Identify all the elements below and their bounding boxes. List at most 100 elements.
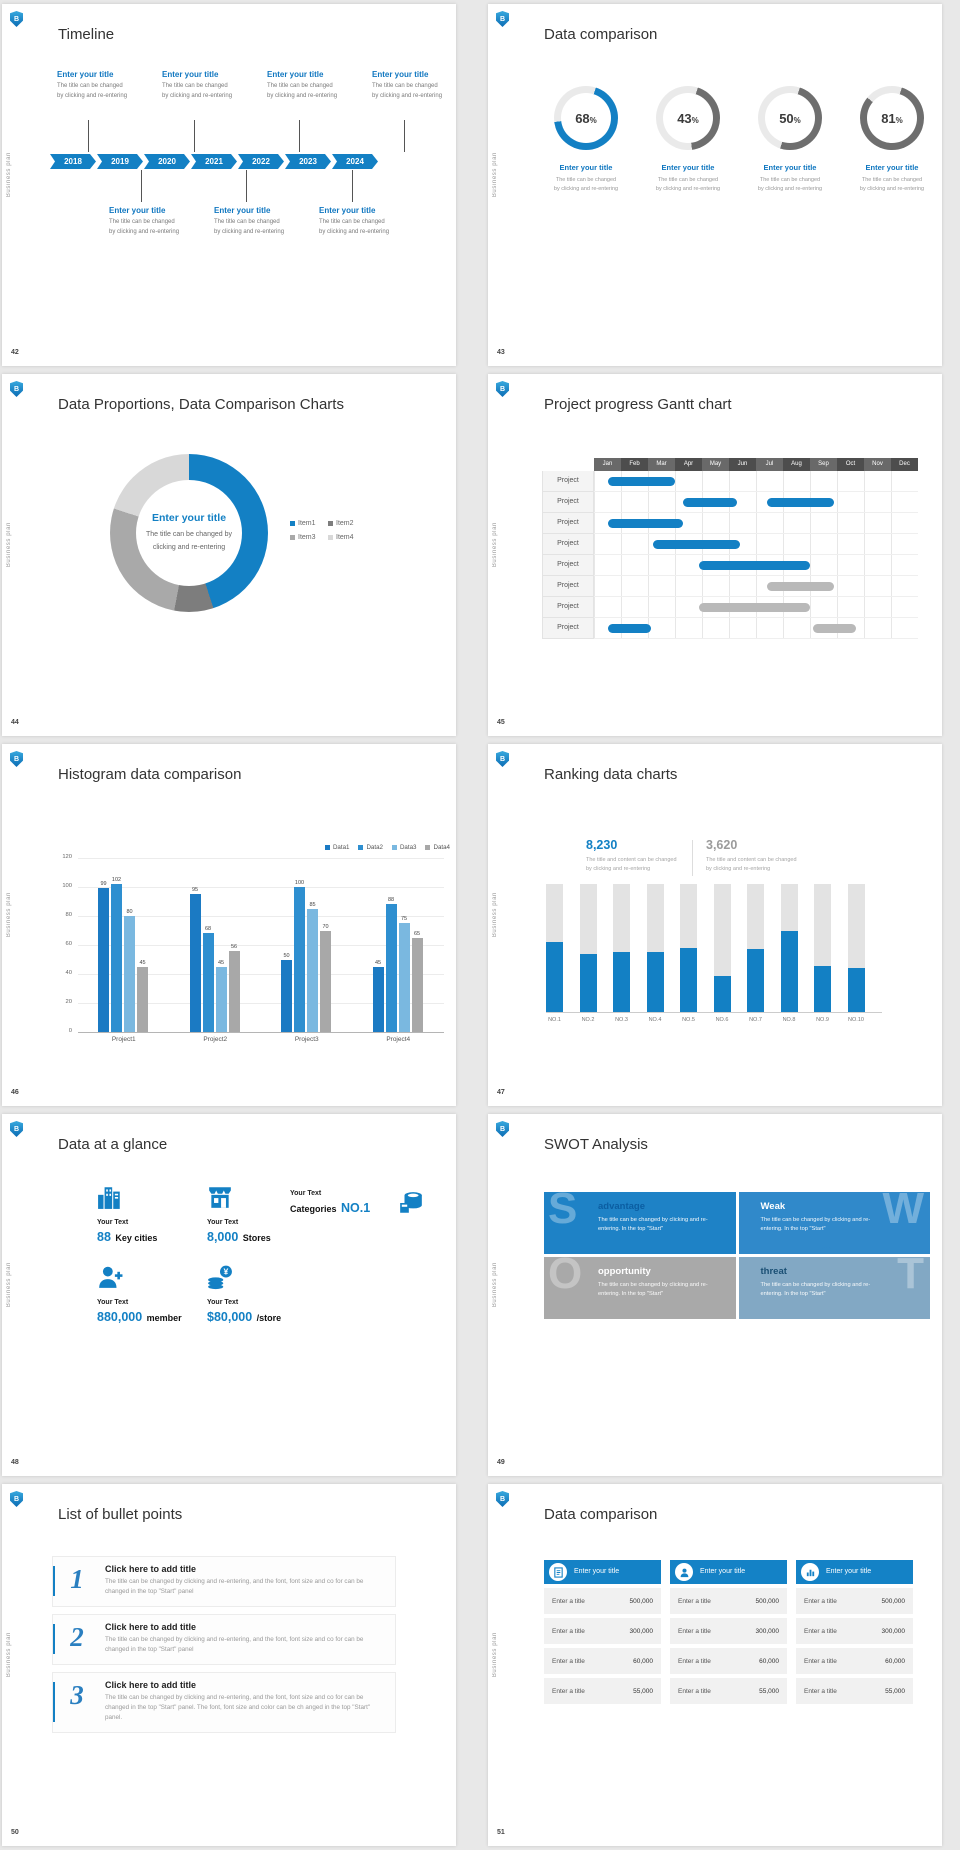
slide-title: Data comparison — [544, 1506, 658, 1523]
gantt-row: Project — [542, 492, 918, 513]
ranking-bar — [646, 951, 664, 1012]
timeline-item: Enter your title The title can be changed… — [57, 70, 149, 101]
stat-label: Your Text — [97, 1299, 129, 1306]
ring-value: 43 — [677, 110, 692, 126]
bar-value-label: 56 — [230, 943, 238, 950]
y-axis-tick-label: 100 — [62, 883, 72, 889]
gantt-month-cell: Feb — [621, 458, 648, 471]
y-axis-tick-label: 120 — [62, 854, 72, 860]
y-axis-tick-label: 0 — [68, 1028, 72, 1034]
comparison-row: Enter a title 55,000 — [796, 1678, 913, 1704]
stat-value: 3,620 — [706, 838, 738, 852]
bar — [411, 937, 423, 1032]
slide-number: 50 — [11, 1829, 19, 1836]
swot-desc: The title can be changed by clicking and… — [760, 1282, 871, 1298]
y-axis-tick-label: 40 — [65, 970, 72, 976]
ranking-bar — [747, 949, 764, 1012]
swot-letter: W — [882, 1192, 924, 1233]
timeline-item-title: Enter your title — [109, 206, 166, 215]
slide-title: SWOT Analysis — [544, 1136, 648, 1153]
timeline-connector-line — [246, 170, 247, 202]
gridline — [78, 887, 444, 888]
ranking-category-label: NO.9 — [816, 1017, 829, 1023]
legend-swatch — [358, 845, 364, 850]
slide-thumbnail-49[interactable]: B Business plan SWOT Analysis 49 S advan… — [488, 1114, 942, 1476]
ranking-bar — [847, 968, 865, 1012]
gantt-bar — [607, 477, 675, 486]
comparison-columns: Enter your title Enter a title 500,000 En… — [544, 1560, 913, 1704]
brand-shield-icon: B — [496, 1121, 509, 1137]
timeline-year-chevron: 2024 — [332, 154, 378, 169]
ring-unit: % — [589, 116, 597, 125]
donut-legend: Item1 Item2 Item3 Item4 — [290, 520, 366, 548]
gantt-row-label: Project — [542, 534, 594, 555]
comparison-row: Enter a title 300,000 — [670, 1618, 787, 1644]
timeline-year-chevron: 2023 — [285, 154, 331, 169]
ranking-bar — [713, 976, 731, 1012]
legend-label: Item4 — [336, 534, 354, 541]
slide-thumbnail-44[interactable]: B Business plan Data Proportions, Data C… — [2, 374, 456, 736]
brand-shield-icon: B — [10, 381, 23, 397]
timeline-item: Enter your title The title can be changed… — [267, 70, 359, 101]
comparison-column: Enter your title Enter a title 500,000 En… — [670, 1560, 787, 1704]
slide-thumbnail-43[interactable]: B Business plan Data comparison 43 68% E… — [488, 4, 942, 366]
y-axis-tick-label: 20 — [65, 999, 72, 1005]
store-icon — [209, 1187, 231, 1208]
sidebar-vertical-label: Business plan — [6, 522, 12, 568]
bullet-number: 2 — [53, 1623, 99, 1654]
slide-thumbnail-42[interactable]: B Business plan Timeline 42 2018 2019 2020… — [2, 4, 456, 366]
slide-thumbnail-45[interactable]: B Business plan Project progress Gantt c… — [488, 374, 942, 736]
y-axis-tick-label: 60 — [65, 941, 72, 947]
timeline-item-title: Enter your title — [319, 206, 376, 215]
sidebar-vertical-label: Business plan — [492, 1632, 498, 1678]
slide-title: Data comparison — [544, 26, 658, 43]
ranking-bar — [613, 951, 630, 1012]
slide-thumbnail-46[interactable]: B Business plan Histogram data compariso… — [2, 744, 456, 1106]
bar — [137, 966, 148, 1032]
brand-shield-icon: B — [496, 381, 509, 397]
slide-thumbnail-51[interactable]: B Business plan Data comparison 51 Enter… — [488, 1484, 942, 1846]
ranking-category-label: NO.2 — [581, 1017, 595, 1023]
progress-rings-row: 68% Enter your title The title can be ch… — [535, 86, 942, 195]
histogram-plot-area: 99 102 80 45 95 68 45 56 50 100 85 70 45 88 75 65 — [78, 858, 444, 1033]
bar-value-label: 75 — [400, 916, 408, 923]
categories-barrel-icon — [400, 1192, 422, 1213]
bullet-desc: The title can be changed by clicking and… — [105, 1635, 364, 1654]
gridline — [78, 916, 444, 917]
baseline — [546, 1012, 882, 1013]
bar-group: 50 100 85 70 — [261, 858, 353, 1032]
column-header-label: Enter your title — [700, 1568, 746, 1575]
comparison-row: Enter a title 500,000 — [544, 1588, 661, 1614]
ring-unit: % — [691, 116, 699, 125]
ring-value: 81 — [881, 110, 896, 126]
bar — [124, 916, 135, 1032]
slide-thumbnail-50[interactable]: B Business plan List of bullet points 50… — [2, 1484, 456, 1846]
gantt-chart: Jan Feb Mar Apr May Jun Jul Aug Sep Oct Nov Dec Proj… — [542, 458, 918, 639]
stat-unit: Categories — [290, 1204, 337, 1214]
swot-weakness-piece: W Weak The title can be changed by click… — [738, 1192, 930, 1254]
timeline-year-chevron: 2018 — [50, 154, 96, 169]
chart-legend: Data1 Data2 Data3 Data4 — [324, 844, 450, 851]
sidebar-vertical-label: Business plan — [492, 152, 498, 198]
gantt-month-cell: Oct — [837, 458, 864, 471]
bullet-item: 2 Click here to add title The title can … — [52, 1613, 396, 1665]
slide-number: 46 — [11, 1089, 19, 1096]
timeline-item-desc: The title can be changed by clicking and … — [162, 83, 233, 99]
gantt-month-cell: Mar — [648, 458, 675, 471]
ring-value: 68 — [575, 110, 590, 126]
slide-title: Data at a glance — [58, 1136, 168, 1153]
timeline-item-title: Enter your title — [57, 70, 114, 79]
slide-thumbnail-47[interactable]: B Business plan Ranking data charts 47 8… — [488, 744, 942, 1106]
legend-item: Data2 — [358, 844, 383, 851]
stat-unit: member — [146, 1313, 182, 1323]
timeline-item-desc: The title can be changed by clicking and … — [372, 83, 443, 99]
gantt-row-cells — [594, 597, 918, 618]
slide-thumbnail-48[interactable]: B Business plan Data at a glance 48 Your… — [2, 1114, 456, 1476]
comparison-row: Enter a title 55,000 — [670, 1678, 787, 1704]
bullet-title: Click here to add title — [105, 1679, 197, 1690]
legend-label: Item3 — [298, 534, 316, 541]
bar — [385, 904, 397, 1032]
gantt-row-label: Project — [542, 576, 594, 597]
timeline-year-chevron: 2020 — [144, 154, 190, 169]
swot-matrix: S advantage The title can be changed by … — [544, 1192, 930, 1319]
